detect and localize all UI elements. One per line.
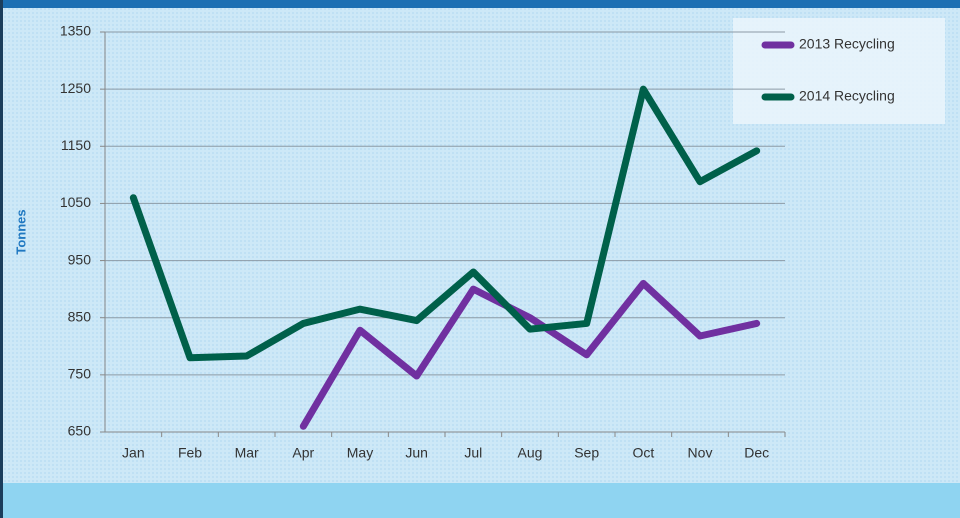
x-tick-label: Oct (632, 445, 654, 461)
x-tick-label: Dec (744, 445, 769, 461)
x-tick-label: Nov (688, 445, 713, 461)
legend-label: 2014 Recycling (799, 88, 895, 104)
x-tick-label: May (347, 445, 373, 461)
y-tick-label: 1250 (60, 80, 91, 96)
y-tick-label: 750 (68, 366, 92, 382)
bottom-band (0, 483, 960, 518)
y-tick-label: 950 (68, 251, 92, 267)
series-line (129, 85, 761, 362)
y-tick-label: 1050 (60, 194, 91, 210)
x-tick-label: Sep (574, 445, 599, 461)
y-tick-label: 850 (68, 308, 92, 324)
x-tick-label: Feb (178, 445, 202, 461)
y-tick-label: 1350 (60, 23, 91, 39)
x-tick-label: Jun (405, 445, 428, 461)
legend-box (733, 18, 945, 124)
x-tick-label: Aug (518, 445, 543, 461)
left-border (0, 0, 3, 518)
x-tick-label: Jan (122, 445, 145, 461)
top-bar (0, 0, 960, 8)
x-tick-label: Mar (235, 445, 259, 461)
y-axis-label: Tonnes (13, 209, 28, 254)
x-tick-label: Jul (464, 445, 482, 461)
y-tick-label: 1150 (61, 137, 91, 153)
series-line (299, 279, 761, 430)
x-tick-label: Apr (292, 445, 314, 461)
legend-label: 2013 Recycling (799, 36, 895, 52)
y-tick-label: 650 (68, 423, 92, 439)
